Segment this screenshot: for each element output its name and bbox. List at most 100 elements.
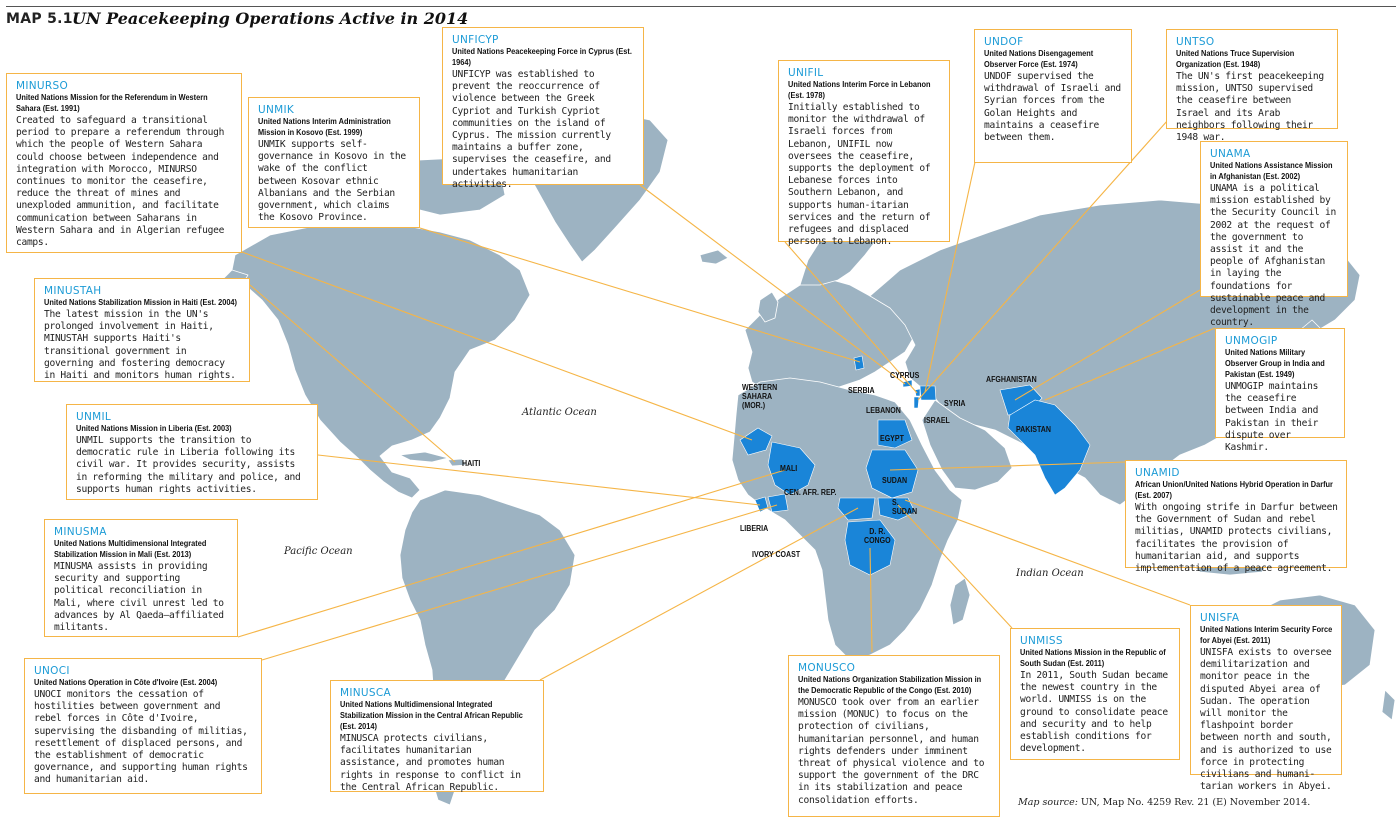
iceland-landmass — [699, 249, 729, 265]
unisfa-description: UNISFA exists to oversee demilitarizatio… — [1200, 647, 1332, 793]
unifil-callout: UNIFIL United Nations Interim Force in L… — [778, 60, 950, 247]
pacific-ocean-label: Pacific Ocean — [284, 546, 353, 557]
syria-label: SYRIA — [944, 399, 966, 408]
unoci-acronym: UNOCI — [34, 665, 70, 677]
unama-acronym: UNAMA — [1210, 148, 1251, 160]
minusca-description: MINUSCA protects civilians, facilitates … — [340, 733, 521, 793]
drc-label: D. R. CONGO — [864, 527, 891, 545]
new-zealand-landmass — [1381, 689, 1396, 721]
unmil-acronym: UNMIL — [76, 411, 112, 423]
afghanistan-label: AFGHANISTAN — [986, 375, 1037, 384]
unamid-leader-line — [889, 461, 1126, 471]
egypt-label: EGYPT — [880, 434, 904, 443]
unisfa-callout: UNISFA United Nations Interim Security F… — [1190, 605, 1342, 792]
map-number: MAP 5.1 — [6, 11, 73, 27]
monusco-leader-line — [869, 547, 873, 653]
unmiss-callout: UNMISS United Nations Mission in the Rep… — [1010, 628, 1180, 760]
undof-callout: UNDOF United Nations Disengagement Obser… — [974, 29, 1132, 163]
israel-highlight — [913, 396, 920, 409]
unmik-description: UNMIK supports self-governance in Kosovo… — [258, 139, 406, 224]
monusco-description: MONUSCO took over from an earlier missio… — [798, 697, 985, 806]
western-sahara-label: WESTERN SAHARA (MOR.) — [742, 383, 778, 410]
untso-leader-line — [917, 119, 1169, 401]
untso-full-name: United Nations Truce Supervision Organiz… — [1176, 48, 1295, 69]
unmiss-description: In 2011, South Sudan became the newest c… — [1020, 670, 1168, 755]
unamid-description: With ongoing strife in Darfur between th… — [1135, 502, 1338, 575]
unmil-description: UNMIL supports the transition to democra… — [76, 435, 301, 495]
unficyp-callout: UNFICYP United Nations Peacekeeping Forc… — [442, 27, 644, 190]
unamid-acronym: UNAMID — [1135, 467, 1180, 479]
unoci-full-name: United Nations Operation in Côte d'Ivoir… — [34, 677, 218, 687]
monusco-acronym: MONUSCO — [798, 662, 856, 674]
minusca-leader-line — [539, 507, 859, 681]
minusma-leader-line — [237, 469, 786, 638]
monusco-full-name: United Nations Organization Stabilizatio… — [798, 674, 982, 695]
mali-label: MALI — [780, 464, 798, 473]
unisfa-leader-line — [904, 499, 1191, 606]
north-america-landmass — [231, 219, 531, 499]
south-sudan-highlight — [877, 497, 916, 521]
undof-description: UNDOF supervised the withdrawal of Israe… — [984, 71, 1121, 144]
unmil-full-name: United Nations Mission in Liberia (Est. … — [76, 423, 232, 433]
unisfa-acronym: UNISFA — [1200, 612, 1240, 624]
unifil-acronym: UNIFIL — [788, 67, 824, 79]
madagascar-landmass — [949, 577, 971, 626]
minustah-callout: MINUSTAH United Nations Stabilization Mi… — [34, 278, 250, 382]
undof-leader-line — [924, 161, 976, 393]
minusma-callout: MINUSMA United Nations Multidimensional … — [44, 519, 238, 637]
indian-ocean-label: Indian Ocean — [1016, 568, 1084, 579]
unisfa-full-name: United Nations Interim Security Force fo… — [1200, 624, 1333, 645]
unmil-callout: UNMIL United Nations Mission in Liberia … — [66, 404, 318, 500]
cyprus-label: CYPRUS — [890, 371, 920, 380]
unmiss-full-name: United Nations Mission in the Republic o… — [1020, 647, 1166, 668]
unamid-full-name: African Union/United Nations Hybrid Oper… — [1135, 479, 1333, 500]
minusma-full-name: United Nations Multidimensional Integrat… — [54, 538, 207, 559]
ivory-coast-label: IVORY COAST — [752, 550, 801, 559]
map-source: Map source: UN, Map No. 4259 Rev. 21 (E)… — [1018, 797, 1310, 808]
car-label: CEN. AFR. REP. — [784, 488, 837, 497]
unficyp-description: UNFICYP was established to prevent the r… — [452, 69, 611, 190]
unficyp-acronym: UNFICYP — [452, 34, 499, 46]
unficyp-leader-line — [639, 184, 906, 385]
mali-highlight — [767, 441, 816, 496]
monusco-callout: MONUSCO United Nations Organization Stab… — [788, 655, 1000, 817]
unama-callout: UNAMA United Nations Assistance Mission … — [1200, 141, 1348, 328]
minustah-full-name: United Nations Stabilization Mission in … — [44, 297, 238, 307]
unmil-leader-line — [317, 454, 761, 506]
lebanon-highlight — [914, 388, 921, 397]
hispaniola-landmass — [447, 458, 467, 467]
british-isles-landmass — [757, 291, 779, 323]
unama-description: UNAMA is a political mission established… — [1210, 183, 1336, 329]
unmogip-full-name: United Nations Military Observer Group i… — [1225, 347, 1325, 379]
header-rule — [6, 6, 1396, 7]
unmogip-acronym: UNMOGIP — [1225, 335, 1278, 347]
unmogip-description: UNMOGIP maintains the ceasefire between … — [1225, 381, 1319, 454]
untso-description: The UN's first peacekeeping mission, UNT… — [1176, 71, 1324, 144]
liberia-label: LIBERIA — [740, 524, 769, 533]
minusca-acronym: MINUSCA — [340, 687, 391, 699]
map-source-text: UN, Map No. 4259 Rev. 21 (E) November 20… — [1080, 797, 1311, 808]
unmik-leader-line — [419, 227, 861, 363]
western-sahara-highlight — [739, 427, 773, 456]
minustah-acronym: MINUSTAH — [44, 285, 102, 297]
untso-callout: UNTSO United Nations Truce Supervision O… — [1166, 29, 1338, 143]
serbia-highlight — [853, 355, 865, 371]
unmogip-callout: UNMOGIP United Nations Military Observer… — [1215, 328, 1345, 453]
pakistan-label: PAKISTAN — [1016, 425, 1051, 434]
undof-full-name: United Nations Disengagement Observer Fo… — [984, 48, 1094, 69]
unifil-leader-line — [784, 241, 918, 394]
undof-acronym: UNDOF — [984, 36, 1024, 48]
unifil-description: Initially established to monitor the wit… — [788, 102, 931, 248]
atlantic-ocean-label: Atlantic Ocean — [522, 407, 597, 418]
map-source-label: Map source: — [1018, 797, 1078, 808]
untso-acronym: UNTSO — [1176, 36, 1215, 48]
unoci-leader-line — [261, 504, 778, 661]
minurso-full-name: United Nations Mission for the Referendu… — [16, 92, 208, 113]
drc-highlight — [844, 519, 896, 576]
sudan-label: SUDAN — [882, 476, 908, 485]
sudan-highlight — [865, 449, 919, 499]
minusca-callout: MINUSCA United Nations Multidimensional … — [330, 680, 544, 793]
unama-full-name: United Nations Assistance Mission in Afg… — [1210, 160, 1333, 181]
minustah-description: The latest mission in the UN's prolonged… — [44, 309, 236, 382]
unmogip-leader-line — [1044, 327, 1216, 401]
